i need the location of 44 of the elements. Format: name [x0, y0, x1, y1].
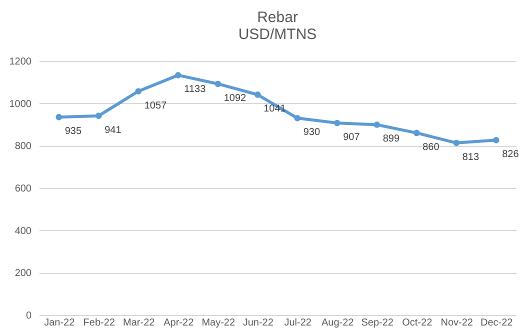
point — [56, 114, 62, 120]
x-tick-label: Apr-22 — [164, 318, 194, 328]
data-label: 899 — [382, 134, 400, 145]
chart-subtitle: USD/MTNS — [238, 26, 317, 43]
point — [135, 88, 142, 94]
data-label: 907 — [343, 132, 360, 144]
y-tick-label: 400 — [14, 226, 32, 237]
chart-title: Rebar — [257, 9, 298, 26]
data-label: 1092 — [224, 92, 247, 104]
x-tick-label: Aug-22 — [322, 318, 354, 328]
point — [492, 137, 500, 144]
x-tick-label: Jun-22 — [242, 318, 274, 328]
x-tick-label: May-22 — [202, 318, 236, 328]
x-tick-label: Jul-22 — [284, 318, 312, 328]
x-tick-label: Dec-22 — [480, 318, 514, 328]
point — [95, 112, 102, 119]
data-label: 941 — [104, 124, 122, 136]
data-label: 930 — [303, 127, 320, 138]
y-tick-label: 1200 — [9, 56, 32, 68]
x-tick-label: Sep-22 — [361, 318, 394, 328]
point — [453, 140, 460, 146]
data-label: 826 — [502, 149, 520, 160]
x-tick-label: Feb-22 — [83, 318, 116, 328]
point — [374, 122, 380, 128]
data-label: 1133 — [184, 84, 206, 96]
y-tick-label: 800 — [14, 141, 32, 152]
point — [334, 120, 340, 126]
x-tick-label: Mar-22 — [123, 318, 156, 328]
data-label: 935 — [64, 126, 82, 138]
point — [214, 80, 222, 88]
point — [413, 130, 420, 136]
y-tick-label: 1000 — [9, 98, 32, 110]
point — [294, 114, 301, 122]
data-label: 813 — [462, 152, 480, 163]
x-tick-label: Oct-22 — [402, 318, 433, 328]
y-tick-label: 200 — [14, 268, 32, 280]
y-tick-label: 600 — [14, 184, 32, 194]
y-tick-label: 0 — [26, 310, 32, 322]
x-tick-label: Jan-22 — [44, 318, 76, 328]
data-label: 1057 — [144, 100, 168, 112]
x-tick-label: Nov-22 — [440, 318, 474, 328]
point — [174, 72, 182, 78]
data-label: 860 — [422, 142, 440, 153]
point — [254, 92, 261, 98]
